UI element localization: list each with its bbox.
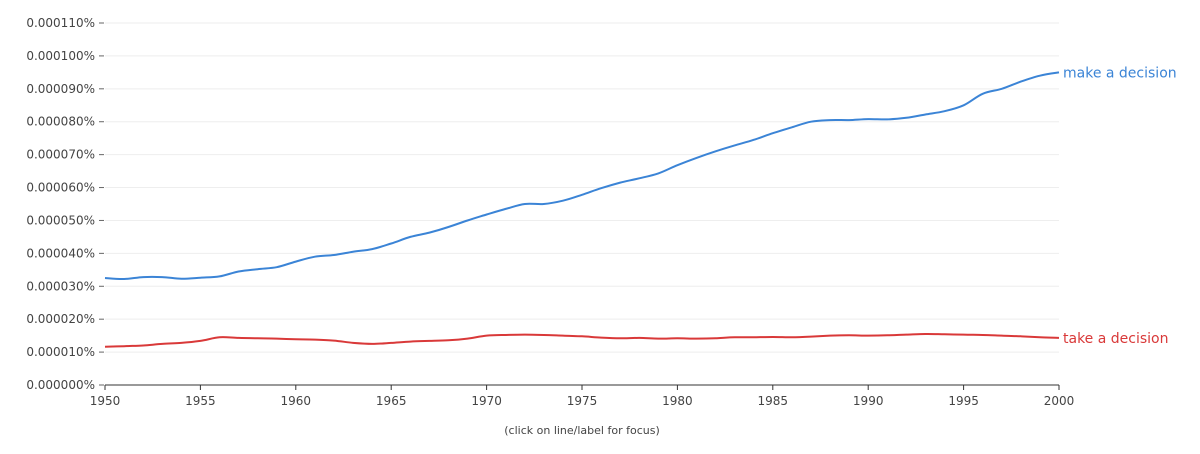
y-tick-label: 0.000060%	[26, 181, 95, 195]
x-tick-label: 1965	[376, 394, 407, 408]
axis-layer: 0.000000% 0.000010% 0.000020% 0.000030% 0.00…	[26, 16, 1074, 408]
y-tick-label: 0.000040%	[26, 246, 95, 260]
y-tick-label: 0.000050%	[26, 213, 95, 227]
y-tick-label: 0.000000%	[26, 378, 95, 392]
y-tick-label: 0.000020%	[26, 312, 95, 326]
x-tick-label: 1975	[567, 394, 598, 408]
series-label-make-a-decision[interactable]: make a decision	[1063, 65, 1177, 81]
y-tick-label: 0.000090%	[26, 82, 95, 96]
x-tick-label: 1960	[281, 394, 312, 408]
series-line-make-a-decision[interactable]	[104, 71, 1060, 281]
series-layer[interactable]: make a decision take a decision	[104, 65, 1177, 348]
series-line-take-a-decision[interactable]	[104, 332, 1060, 348]
y-tick-label: 0.000030%	[26, 279, 95, 293]
grid-layer	[105, 22, 1059, 353]
x-tick-label: 1970	[471, 394, 502, 408]
y-tick-label: 0.000070%	[26, 148, 95, 162]
y-tick-label: 0.000100%	[26, 49, 95, 63]
x-tick-label: 1980	[662, 394, 693, 408]
series-label-take-a-decision[interactable]: take a decision	[1063, 331, 1168, 347]
x-tick-label: 1990	[853, 394, 884, 408]
x-tick-label: 1985	[758, 394, 789, 408]
x-tick-label: 1995	[948, 394, 979, 408]
y-tick-label: 0.000080%	[26, 115, 95, 129]
x-tick-label: 1955	[185, 394, 216, 408]
x-tick-label: 1950	[90, 394, 121, 408]
x-tick-label: 2000	[1044, 394, 1075, 408]
y-tick-label: 0.000110%	[26, 16, 95, 30]
focus-hint: (click on line/label for focus)	[504, 424, 660, 437]
y-tick-label: 0.000010%	[26, 345, 95, 359]
